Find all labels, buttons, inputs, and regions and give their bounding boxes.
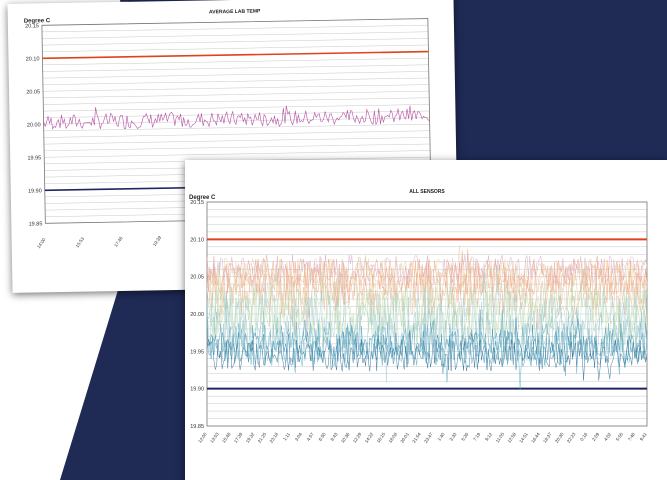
x-tick-label: 1:11	[282, 431, 291, 441]
y-tick-label: 19.85	[29, 221, 43, 227]
x-tick-label: 2:09	[591, 431, 600, 441]
gridline	[43, 130, 430, 138]
x-tick-label: 12:00	[197, 431, 208, 443]
y-tick-label: 20.05	[190, 275, 204, 281]
gridline	[43, 104, 430, 112]
data-series-3	[206, 265, 648, 338]
x-tick-label: 13:53	[209, 431, 220, 443]
gridline	[42, 31, 429, 39]
y-tick-label: 20.10	[26, 56, 40, 62]
gridline	[44, 143, 431, 151]
x-tick-label: 17:39	[233, 431, 244, 443]
y-tick-label: 19.95	[27, 155, 41, 161]
gridline	[42, 38, 429, 46]
y-tick-label: 19.95	[190, 349, 204, 355]
gridline	[42, 24, 428, 33]
y-tick-label: 20.00	[27, 122, 41, 128]
data-series-10	[206, 302, 648, 390]
y-axis-label: Degree C	[189, 195, 216, 201]
x-tick-label: 21:54	[411, 431, 422, 443]
y-tick-label: 20.00	[190, 312, 204, 318]
chart-card-all-sensors: ALL SENSORS Degree C 20.15 20.10 20.05 20.00 1…	[185, 160, 667, 480]
x-tick-label: 5:26	[460, 431, 469, 441]
data-series-9	[206, 329, 648, 381]
y-tick-label: 19.90	[190, 387, 204, 393]
x-tick-label: 5:55	[615, 431, 624, 441]
x-tick-label: 21:25	[257, 431, 268, 443]
x-tick-label: 7:48	[627, 431, 636, 441]
x-tick-label: 0:16	[579, 431, 588, 441]
x-tick-label: 3:33	[448, 431, 457, 441]
data-series-6	[206, 264, 648, 383]
y-tick-label: 20.15	[190, 200, 204, 206]
x-tick-label: 14:51	[518, 431, 529, 443]
gridline	[42, 71, 429, 79]
x-tick-label: 18:08	[388, 431, 399, 443]
x-tick-label: 12:29	[352, 431, 363, 443]
x-tick-label: 12:58	[506, 431, 517, 443]
x-tick-label: 15:46	[221, 431, 232, 443]
gridline	[43, 123, 430, 132]
x-tick-label: 16:44	[530, 431, 541, 443]
gridline	[43, 137, 430, 145]
limit-line	[42, 50, 429, 60]
x-tick-label: 22:23	[566, 431, 577, 443]
x-tick-label: 1:40	[437, 431, 446, 441]
x-tick-label: 16:15	[376, 431, 387, 443]
x-tick-label: 7:19	[472, 431, 481, 441]
gridline	[42, 64, 429, 72]
gridline	[42, 44, 429, 52]
gridline	[42, 77, 429, 85]
data-series-2	[206, 254, 648, 299]
x-tick-label: 20:01	[399, 431, 410, 443]
y-tick-label: 19.90	[28, 188, 42, 194]
x-tick-label: 6:50	[318, 431, 327, 441]
x-tick-label: 4:57	[306, 431, 315, 441]
x-tick-label: 14:22	[364, 431, 375, 443]
gridline	[43, 84, 429, 92]
plot-frame	[206, 201, 648, 427]
chart-all-sensors: ALL SENSORS Degree C20.15 20.10 20.05 20.00 1…	[189, 189, 648, 444]
x-tick-label: 18:37	[542, 431, 553, 443]
x-tick-label: 11:05	[495, 431, 506, 443]
x-tick-label: 3:04	[294, 431, 303, 441]
y-tick-label: 19.85	[190, 424, 204, 430]
x-tick-label: 23:18	[269, 431, 280, 443]
gridline	[42, 57, 429, 66]
x-tick-label: 14:00	[36, 237, 47, 250]
x-tick-label: 17:46	[113, 235, 124, 248]
x-tick-label: 4:02	[603, 431, 612, 441]
x-tick-label: 9:12	[484, 431, 493, 441]
gridline	[43, 110, 430, 118]
y-tick-label: 20.05	[26, 89, 40, 95]
x-tick-label: 15:53	[75, 236, 86, 249]
gridline	[43, 97, 430, 105]
data-series-8	[206, 309, 648, 374]
x-tick-label: 10:36	[340, 431, 351, 443]
x-tick-label: 19:39	[152, 235, 163, 248]
x-tick-label: 8:43	[330, 431, 339, 441]
gridline	[43, 90, 430, 99]
gridline	[44, 150, 431, 158]
y-axis-label: Degree C	[24, 18, 51, 24]
data-series-0	[43, 105, 430, 130]
data-series-11	[206, 245, 648, 300]
y-tick-label: 20.10	[190, 237, 204, 243]
data-series-0	[206, 249, 648, 308]
x-tick-label: 9:41	[639, 431, 648, 441]
x-tick-label: 20:30	[554, 431, 565, 443]
x-tick-label: 19:32	[245, 431, 256, 443]
y-tick-label: 20.15	[25, 23, 39, 29]
chart-title: AVERAGE LAB TEMP	[209, 8, 261, 15]
chart-title: ALL SENSORS	[409, 189, 445, 195]
x-tick-label: 23:47	[423, 431, 434, 443]
